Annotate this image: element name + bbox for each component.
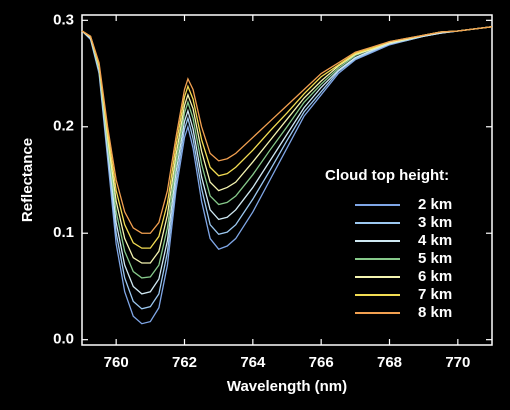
x-tick-label: 760 [104, 354, 129, 371]
x-axis-label: Wavelength (nm) [227, 378, 347, 395]
legend-label: 7 km [418, 286, 452, 303]
data-line [81, 26, 493, 295]
data-line [81, 26, 493, 264]
y-tick-label: 0.0 [53, 331, 74, 348]
legend-title: Cloud top height: [325, 167, 449, 184]
legend-label: 2 km [418, 196, 452, 213]
legend-label: 8 km [418, 304, 452, 321]
legend-label: 5 km [418, 250, 452, 267]
y-axis-label: Reflectance [19, 138, 36, 222]
data-line [81, 26, 493, 325]
y-tick-label: 0.1 [53, 224, 74, 241]
x-tick-label: 766 [309, 354, 334, 371]
data-line [81, 26, 493, 234]
plot-frame [81, 14, 493, 346]
x-tick-label: 768 [377, 354, 402, 371]
legend-label: 6 km [418, 268, 452, 285]
x-tick-label: 770 [445, 354, 470, 371]
y-tick-label: 0.3 [53, 11, 74, 28]
legend-label: 3 km [418, 214, 452, 231]
y-tick-label: 0.2 [53, 118, 74, 135]
x-tick-label: 762 [172, 354, 197, 371]
legend-label: 4 km [418, 232, 452, 249]
x-tick-label: 764 [240, 354, 266, 371]
